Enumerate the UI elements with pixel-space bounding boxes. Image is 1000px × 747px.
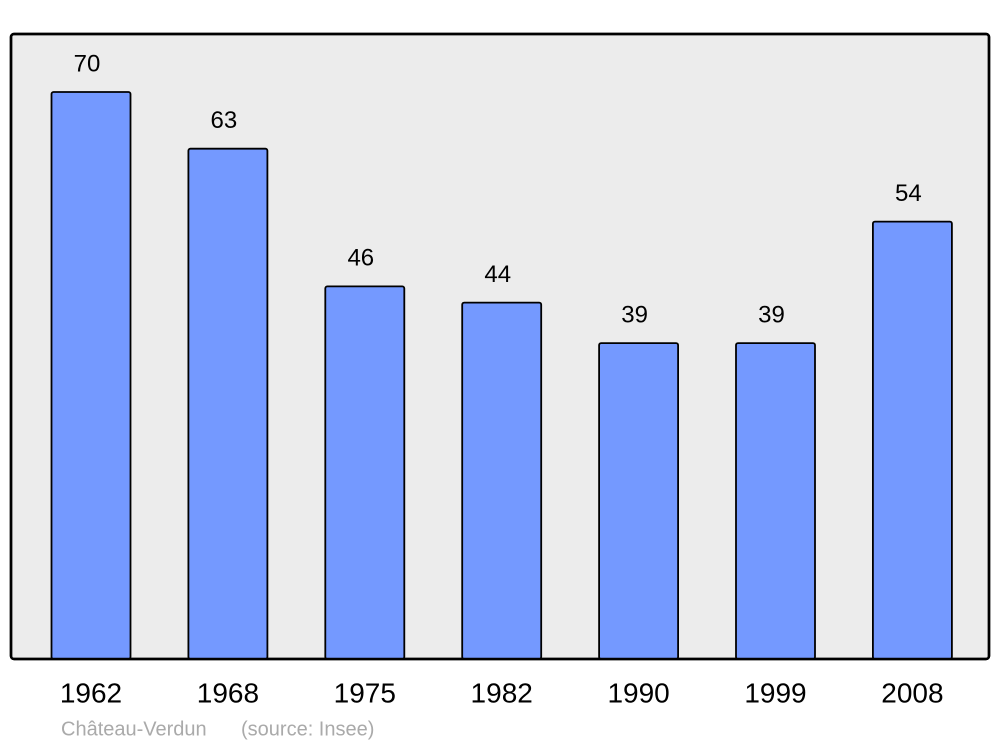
value-label: 39: [758, 301, 785, 328]
bar: [461, 301, 543, 660]
x-tick-label: 1990: [607, 677, 669, 708]
value-label: 63: [211, 107, 238, 134]
x-tick-label: 1999: [744, 677, 806, 708]
bar: [187, 147, 269, 660]
value-label: 46: [347, 245, 374, 272]
x-tick-label: 1975: [334, 677, 396, 708]
bar: [598, 342, 679, 660]
bar: [324, 285, 406, 660]
bar: [872, 220, 953, 660]
x-tick-label: 2008: [881, 677, 943, 708]
x-tick-label: 1962: [60, 677, 122, 708]
caption: Château-Verdun: [61, 718, 207, 740]
x-tick-label: 1982: [471, 677, 533, 708]
source: (source: Insee): [241, 718, 374, 740]
value-label: 39: [621, 301, 648, 328]
bar: [735, 342, 816, 660]
bar: [50, 91, 132, 660]
value-label: 70: [74, 50, 101, 77]
x-tick-label: 1968: [197, 677, 259, 708]
value-label: 44: [484, 261, 511, 288]
plot-border: [9, 32, 991, 661]
value-label: 54: [895, 180, 922, 207]
